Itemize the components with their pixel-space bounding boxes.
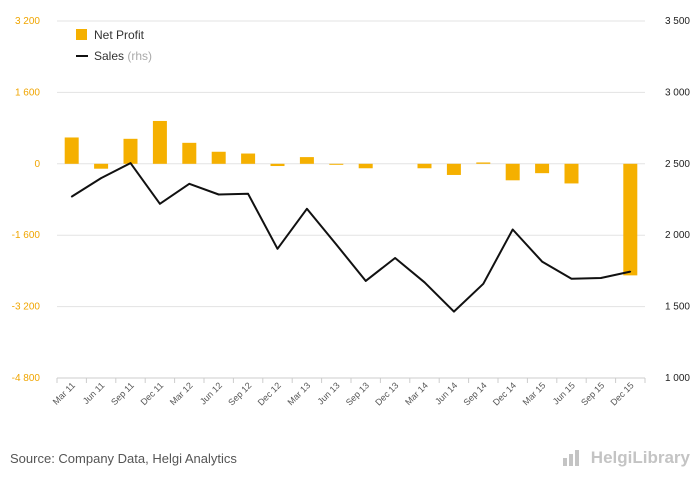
net-profit-bar (123, 138, 138, 164)
net-profit-bar (623, 163, 638, 276)
x-tick-label: Mar 11 (51, 380, 77, 406)
brand-text: HelgiLibrary (590, 448, 690, 467)
sales-point (100, 177, 102, 179)
right-tick-label: 3 500 (665, 16, 690, 27)
x-tick-label: Jun 12 (198, 380, 224, 406)
x-tick-label: Sep 14 (461, 380, 488, 407)
left-tick-label: 1 600 (15, 87, 40, 98)
sales-point (247, 192, 249, 195)
sales-point (482, 282, 485, 285)
legend-label-sales-suffix: (rhs) (127, 49, 152, 63)
sales-line-group (70, 162, 632, 313)
sales-point (541, 260, 543, 263)
left-tick-label: -1 600 (12, 230, 41, 241)
x-tick-label: Sep 13 (344, 380, 371, 407)
x-tick-label: Dec 14 (491, 380, 518, 407)
sales-point (364, 280, 367, 282)
x-tick-label: Dec 12 (256, 380, 283, 407)
net-profit-bar (241, 153, 256, 164)
sales-point (394, 257, 396, 259)
source-note: Source: Company Data, Helgi Analytics (10, 451, 237, 466)
net-profit-bar (505, 163, 520, 181)
sales-point (570, 277, 573, 280)
sales-point (159, 202, 161, 205)
net-profit-bar (446, 163, 461, 175)
x-tick-label: Jun 15 (551, 380, 577, 406)
left-tick-label: 0 (34, 159, 40, 170)
x-axis: Mar 11 Jun 11 Sep 11 Dec 11 Mar 12 Jun 12 Sep … (51, 377, 646, 408)
left-tick-label: -3 200 (12, 302, 41, 313)
net-profit-bar (182, 142, 197, 164)
grid-lines (57, 20, 645, 379)
net-profit-bar (476, 162, 491, 164)
x-tick-label: Sep 11 (109, 380, 136, 407)
net-profit-bar (564, 163, 579, 184)
sales-point (129, 162, 132, 164)
x-tick-label: Jun 11 (81, 380, 107, 406)
net-profit-bar (152, 120, 167, 164)
net-profit-bars (64, 120, 638, 276)
x-tick-label: Mar 14 (403, 380, 430, 407)
x-tick-label: Sep 15 (579, 380, 606, 407)
x-tick-label: Jun 13 (316, 380, 342, 406)
net-profit-bar (94, 163, 109, 169)
right-tick-label: 1 500 (665, 302, 690, 313)
svg-text:Sales (rhs): Sales (rhs) (94, 49, 152, 63)
legend-label-net-profit: Net Profit (94, 28, 145, 42)
sales-line (71, 162, 631, 313)
left-tick-label: -4 800 (12, 373, 41, 384)
net-profit-bar (417, 163, 432, 169)
net-profit-bar (535, 163, 550, 174)
x-tick-label: Mar 12 (168, 380, 195, 407)
right-axis: 3 500 3 000 2 500 2 000 1 500 1 000 (665, 16, 690, 384)
net-profit-bar (64, 137, 79, 164)
brand-logo: HelgiLibrary (562, 448, 690, 468)
sales-point (511, 228, 514, 231)
left-tick-label: 3 200 (15, 16, 40, 27)
legend-swatch-net-profit (76, 29, 87, 40)
sales-point (629, 270, 632, 273)
net-profit-bar (270, 163, 285, 167)
sales-point (423, 281, 426, 284)
x-tick-label: Dec 13 (373, 380, 400, 407)
right-tick-label: 1 000 (665, 373, 690, 384)
x-tick-label: Dec 11 (139, 380, 166, 407)
right-tick-label: 3 000 (665, 87, 690, 98)
right-tick-label: 2 000 (665, 230, 690, 241)
sales-point (70, 195, 73, 198)
sales-point (335, 243, 338, 246)
net-profit-bar (329, 163, 344, 165)
x-tick-label: Dec 15 (608, 380, 635, 407)
legend: Net Profit Sales (rhs) (76, 28, 152, 63)
net-profit-bar (211, 151, 226, 164)
sales-point (600, 277, 602, 279)
sales-point (453, 310, 455, 313)
brand-icon (562, 450, 585, 466)
x-tick-label: Sep 12 (226, 380, 253, 407)
left-axis: 3 200 1 600 0 -1 600 -3 200 -4 800 (12, 16, 41, 384)
sales-point (217, 193, 220, 196)
sales-point (188, 182, 191, 185)
x-tick-label: Mar 15 (521, 380, 548, 407)
x-tick-label: Mar 13 (285, 380, 312, 407)
legend-label-sales: Sales (94, 49, 124, 63)
sales-point (306, 207, 308, 210)
net-profit-bar (358, 163, 373, 169)
sales-point (276, 247, 279, 250)
right-tick-label: 2 500 (665, 159, 690, 170)
x-tick-label: Jun 14 (433, 380, 459, 406)
net-profit-bar (299, 157, 314, 164)
